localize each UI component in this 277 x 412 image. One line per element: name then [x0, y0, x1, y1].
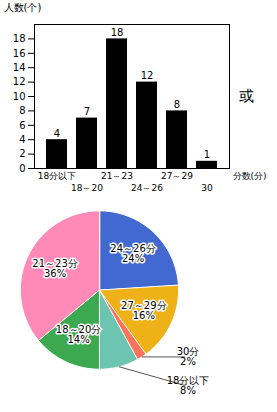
svg-text:6: 6 [19, 120, 25, 131]
svg-text:24～26分24%: 24～26分24% [110, 243, 155, 264]
svg-text:7: 7 [84, 106, 90, 117]
svg-text:12: 12 [141, 70, 154, 81]
svg-text:12: 12 [13, 76, 26, 87]
svg-text:24～26: 24～26 [131, 183, 163, 193]
svg-text:1: 1 [204, 149, 210, 160]
svg-text:8: 8 [19, 105, 25, 116]
svg-text:8: 8 [174, 99, 180, 110]
svg-text:27～29分16%: 27～29分16% [121, 300, 166, 321]
svg-text:21～23: 21～23 [101, 171, 133, 181]
svg-text:30分2%: 30分2% [177, 346, 200, 367]
svg-text:人数(个): 人数(个) [4, 2, 42, 13]
svg-text:4: 4 [19, 134, 25, 145]
svg-text:10: 10 [13, 91, 26, 102]
svg-text:0: 0 [19, 163, 25, 174]
svg-text:或: 或 [239, 87, 254, 105]
svg-text:14: 14 [13, 62, 26, 73]
svg-text:27～29: 27～29 [161, 171, 193, 181]
svg-text:16: 16 [13, 48, 26, 59]
svg-text:分数(分): 分数(分) [233, 171, 267, 181]
svg-text:4: 4 [54, 128, 60, 139]
svg-text:30: 30 [201, 183, 213, 193]
svg-text:18: 18 [13, 33, 26, 44]
svg-text:18: 18 [111, 27, 124, 38]
svg-text:21～23分36%: 21～23分36% [32, 258, 77, 279]
svg-text:2: 2 [19, 148, 25, 159]
svg-text:18分以下8%: 18分以下8% [167, 375, 210, 396]
svg-text:18～20: 18～20 [71, 183, 103, 193]
svg-text:18分以下: 18分以下 [38, 171, 76, 181]
svg-text:18～20分14%: 18～20分14% [56, 324, 101, 345]
